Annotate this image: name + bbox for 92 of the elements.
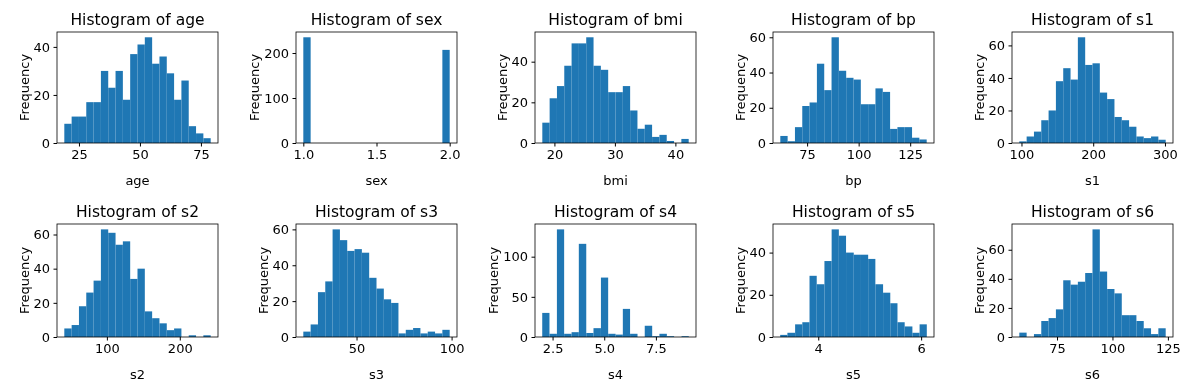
chart-title: Histogram of s6 <box>1030 203 1155 221</box>
x-tick-label: 75 <box>1049 341 1066 357</box>
x-tick-label: 1.5 <box>366 147 388 163</box>
chart-title: Histogram of s3 <box>314 203 439 221</box>
x-tick-label: 5.0 <box>594 341 616 357</box>
y-tick-label: 60 <box>33 227 50 243</box>
x-tick-label: 50 <box>348 341 366 357</box>
x-axis-title: s4 <box>607 367 624 382</box>
x-axis-title: s5 <box>845 367 862 382</box>
y-tick-label: 100 <box>503 249 528 265</box>
y-tick-label: 20 <box>33 295 50 311</box>
y-tick-label: 40 <box>272 257 289 273</box>
chart-title: Histogram of bp <box>791 11 916 29</box>
y-tick-label: 60 <box>988 242 1005 258</box>
chart-title: Histogram of sex <box>310 11 443 29</box>
x-tick-label: 300 <box>1153 147 1178 163</box>
chart-title: Histogram of s1 <box>1030 11 1155 29</box>
y-tick-label: 20 <box>749 100 766 116</box>
y-tick-label: 0 <box>41 329 50 345</box>
x-tick-label: 200 <box>167 341 193 357</box>
x-tick-label: 200 <box>1081 147 1107 163</box>
x-tick-label: 50 <box>132 147 149 163</box>
y-axis-title: Frequency <box>255 246 271 315</box>
y-tick-label: 0 <box>41 135 50 151</box>
x-axis-title: s6 <box>1084 367 1101 382</box>
y-axis-title: Frequency <box>732 246 748 315</box>
y-axis-title: Frequency <box>971 53 987 122</box>
x-tick-label: 125 <box>1155 341 1181 357</box>
y-tick-label: 40 <box>749 245 766 261</box>
x-axis-title: s1 <box>1084 173 1101 188</box>
y-axis-title: Frequency <box>732 53 748 122</box>
x-tick-label: 100 <box>94 341 120 357</box>
y-tick-label: 40 <box>988 271 1005 287</box>
y-tick-label: 0 <box>280 329 289 345</box>
y-tick-label: 40 <box>33 39 50 55</box>
y-tick-label: 0 <box>757 135 766 151</box>
y-tick-label: 50 <box>511 289 528 305</box>
y-tick-label: 60 <box>272 222 289 238</box>
chart-title: Histogram of s5 <box>791 203 916 221</box>
y-tick-label: 200 <box>264 45 289 61</box>
x-tick-label: 30 <box>607 147 624 163</box>
x-axis-title: age <box>125 173 150 188</box>
y-axis-title: Frequency <box>971 246 987 315</box>
x-tick-label: 25 <box>71 147 88 163</box>
x-tick-label: 1.0 <box>293 147 315 163</box>
y-tick-label: 40 <box>33 261 50 277</box>
x-tick-label: 6 <box>917 341 926 357</box>
x-tick-label: 2.0 <box>439 147 461 163</box>
y-tick-label: 40 <box>749 65 766 81</box>
x-tick-label: 100 <box>439 341 465 357</box>
y-tick-label: 60 <box>749 29 766 45</box>
y-tick-label: 0 <box>996 329 1005 345</box>
y-tick-label: 0 <box>280 135 289 151</box>
y-axis-title: Frequency <box>486 246 502 315</box>
y-tick-label: 20 <box>988 300 1005 316</box>
x-tick-label: 20 <box>546 147 564 163</box>
y-tick-label: 0 <box>757 329 766 345</box>
y-tick-label: 100 <box>264 90 289 106</box>
x-tick-label: 40 <box>667 147 685 163</box>
y-axis-title: Frequency <box>494 53 510 122</box>
x-axis-title: s3 <box>368 367 385 382</box>
x-axis-title: sex <box>365 173 388 188</box>
x-tick-label: 75 <box>799 147 816 163</box>
x-tick-label: 7.5 <box>646 341 667 357</box>
y-tick-label: 20 <box>272 293 289 309</box>
y-axis-title: Frequency <box>16 246 32 315</box>
chart-title: Histogram of s2 <box>75 203 200 221</box>
x-axis-title: s2 <box>129 367 146 382</box>
chart-title: Histogram of bmi <box>548 11 683 29</box>
y-axis-title: Frequency <box>16 53 32 122</box>
x-tick-label: 100 <box>1009 147 1035 163</box>
x-tick-label: 100 <box>1100 341 1126 357</box>
y-tick-label: 0 <box>519 135 528 151</box>
x-axis-title: bmi <box>603 173 628 188</box>
x-tick-label: 125 <box>898 147 924 163</box>
y-tick-label: 20 <box>749 287 766 303</box>
y-tick-label: 20 <box>33 87 50 103</box>
y-tick-label: 0 <box>996 135 1005 151</box>
y-tick-label: 40 <box>511 54 528 70</box>
x-tick-label: 2.5 <box>542 341 564 357</box>
x-tick-label: 4 <box>814 341 823 357</box>
x-tick-label: 100 <box>846 147 872 163</box>
y-axis-title: Frequency <box>247 53 263 122</box>
x-axis-title: bp <box>845 173 862 188</box>
y-tick-label: 20 <box>511 95 528 110</box>
x-tick-label: 75 <box>193 147 210 163</box>
y-tick-label: 0 <box>519 329 528 345</box>
y-tick-label: 60 <box>988 38 1005 54</box>
chart-title: Histogram of s4 <box>553 203 678 221</box>
y-tick-label: 20 <box>988 103 1005 119</box>
y-tick-label: 40 <box>988 70 1005 86</box>
chart-title: Histogram of age <box>70 11 205 29</box>
